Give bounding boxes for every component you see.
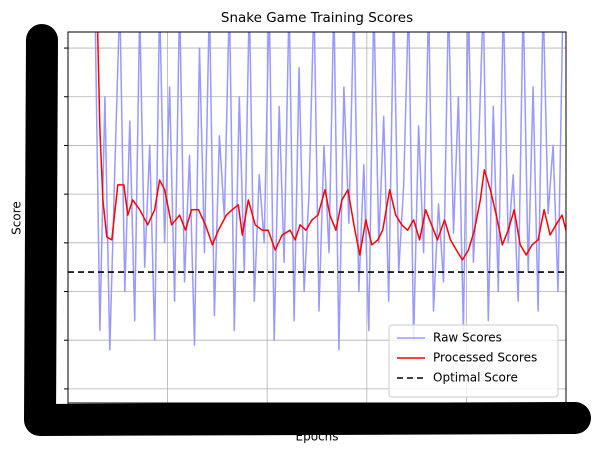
legend-box (388, 324, 559, 398)
chart-title: Snake Game Training Scores (221, 10, 413, 26)
legend-label: Raw Scores (433, 331, 502, 345)
legend: Raw Scores Processed Scores Optimal Score (388, 324, 559, 398)
legend-label: Optimal Score (433, 371, 518, 385)
y-axis-label: Score (10, 201, 24, 235)
series-line (94, 32, 564, 351)
plot-area (68, 32, 566, 351)
redaction (24, 24, 591, 436)
series-line (96, 32, 566, 261)
legend-label: Processed Scores (433, 351, 537, 365)
